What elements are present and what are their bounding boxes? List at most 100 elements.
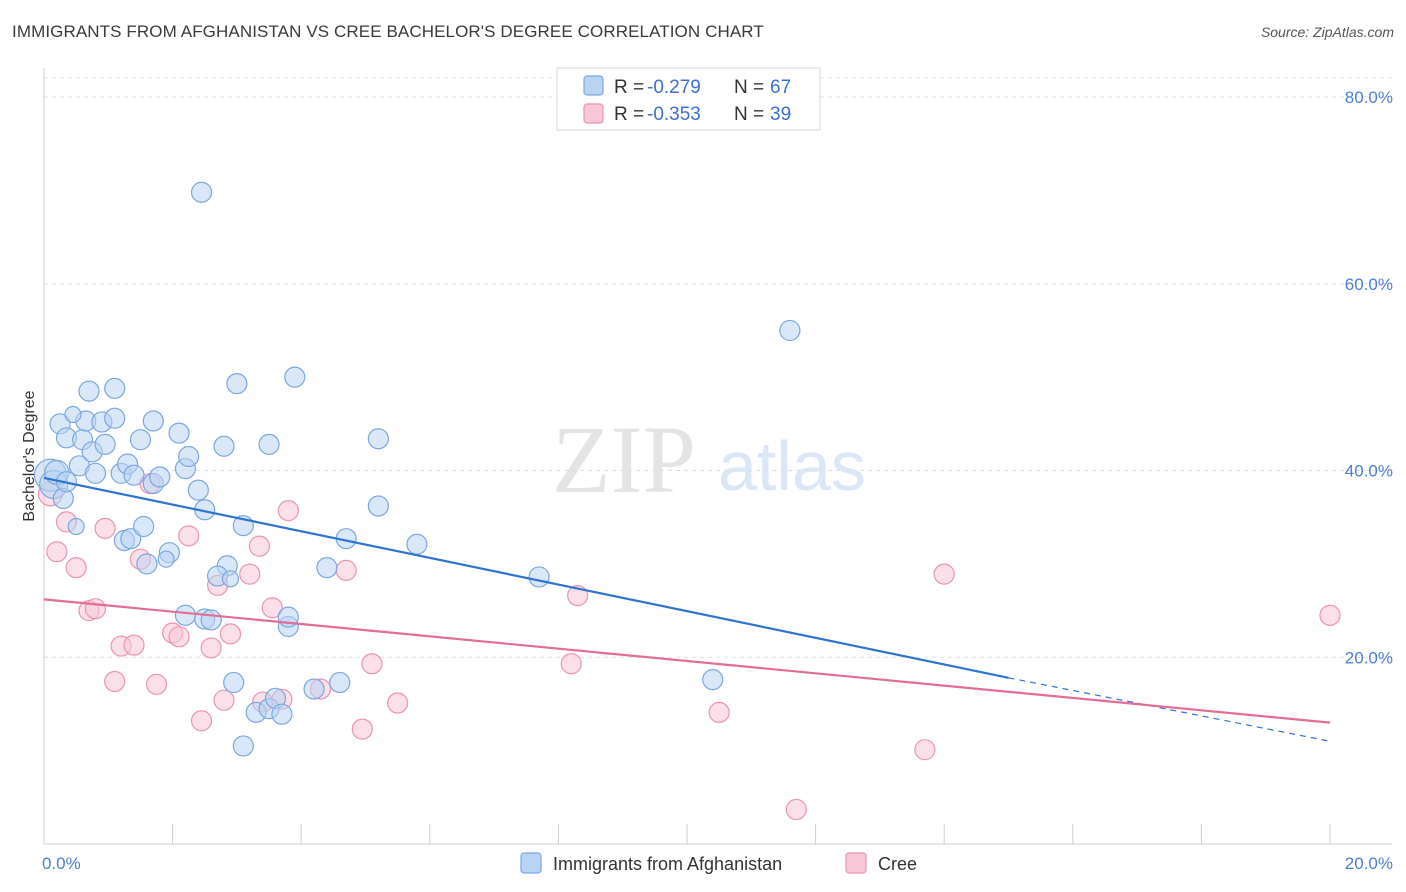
afghanistan-point-16 <box>104 377 126 399</box>
cree-point-28 <box>335 559 357 582</box>
cree-point-7 <box>104 670 126 693</box>
afghanistan-point-31 <box>178 445 200 468</box>
afghanistan-point-51 <box>284 366 306 388</box>
afghanistan-point-24 <box>136 553 158 575</box>
legend-r-value-0: -0.279 <box>647 77 701 98</box>
afghanistan-point-58 <box>406 533 428 555</box>
afghanistan-point-56 <box>367 428 389 450</box>
legend-r-label-0: R = <box>614 77 644 98</box>
legend-n-value-1: 39 <box>770 104 791 125</box>
afghanistan-point-48 <box>271 703 293 725</box>
afghanistan-trend-extension <box>1008 677 1331 742</box>
cree-point-19 <box>213 689 235 711</box>
afghanistan-point-53 <box>316 557 338 579</box>
afghanistan-point-61 <box>779 319 801 342</box>
cree-point-30 <box>361 653 383 675</box>
afghanistan-point-54 <box>329 671 351 694</box>
afghanistan-point-63 <box>157 550 175 568</box>
trend-lines <box>43 476 1331 742</box>
watermark-atlas: atlas <box>718 427 866 505</box>
afghanistan-points <box>33 181 801 757</box>
x-tick-label-0: 0.0% <box>42 854 81 873</box>
cree-point-15 <box>178 525 200 547</box>
cree-point-12 <box>145 673 168 695</box>
legend-n-label-1: N = <box>734 104 764 125</box>
legend-swatch-pink <box>583 103 604 124</box>
legend-n-value-0: 67 <box>770 77 791 98</box>
cree-point-35 <box>785 798 807 821</box>
afghanistan-point-60 <box>702 669 724 691</box>
bottom-legend: Immigrants from Afghanistan Cree <box>520 852 917 874</box>
watermark-zip: ZIP <box>552 406 696 513</box>
y-tick-label-3: 80.0% <box>1345 88 1393 107</box>
legend-r-label-1: R = <box>614 104 644 125</box>
cree-point-22 <box>248 535 271 557</box>
afghanistan-point-36 <box>200 609 222 631</box>
cree-point-36 <box>914 739 936 761</box>
cree-point-32 <box>560 653 582 675</box>
afghanistan-point-62 <box>64 405 82 424</box>
afghanistan-point-59 <box>528 566 550 588</box>
legend-swatch-blue <box>583 75 604 96</box>
afghanistan-point-43 <box>232 735 254 757</box>
cree-point-17 <box>200 637 222 659</box>
cree-point-31 <box>387 692 409 714</box>
axes <box>43 68 1392 845</box>
x-tick-labels: 0.0% 20.0% <box>42 854 1393 873</box>
afghanistan-point-19 <box>123 464 145 486</box>
cree-point-1 <box>46 541 68 563</box>
cree-point-21 <box>239 563 261 585</box>
afghanistan-point-15 <box>104 407 126 429</box>
bottom-legend-label-1: Cree <box>878 854 917 874</box>
cree-point-9 <box>123 634 145 656</box>
cree-point-29 <box>351 718 373 740</box>
cree-point-38 <box>1319 604 1341 626</box>
cree-point-3 <box>65 557 87 579</box>
y-tick-label-2: 60.0% <box>1345 275 1393 294</box>
afghanistan-trend-line <box>43 476 1009 679</box>
afghanistan-point-46 <box>258 433 280 455</box>
chart-source: Source: ZipAtlas.com <box>1260 24 1394 40</box>
chart-title: IMMIGRANTS FROM AFGHANISTAN VS CREE BACH… <box>12 22 764 41</box>
cree-point-37 <box>933 563 955 585</box>
y-tick-label-0: 20.0% <box>1345 648 1393 667</box>
afghanistan-point-41 <box>226 373 248 395</box>
afghanistan-point-40 <box>223 671 245 694</box>
afghanistan-point-11 <box>84 462 107 484</box>
afghanistan-point-22 <box>120 528 142 550</box>
afghanistan-point-25 <box>142 410 164 432</box>
cree-point-14 <box>168 626 190 648</box>
y-axis-title: Bachelor's Degree <box>21 390 38 521</box>
cree-point-34 <box>708 701 730 723</box>
top-legend: R = -0.279 N = 67 R = -0.353 N = 39 <box>556 67 821 131</box>
bottom-legend-label-0: Immigrants from Afghanistan <box>553 854 782 874</box>
afghanistan-point-27 <box>149 466 171 488</box>
legend-n-label-0: N = <box>734 77 764 98</box>
afghanistan-point-20 <box>129 429 152 451</box>
bottom-legend-swatch-blue <box>520 852 542 874</box>
afghanistan-point-37 <box>213 435 235 457</box>
y-tick-label-1: 40.0% <box>1345 462 1393 481</box>
cree-trend-line <box>43 598 1331 724</box>
y-tick-labels: 20.0% 40.0% 60.0% 80.0% <box>1345 88 1393 667</box>
bottom-legend-swatch-pink <box>845 852 867 874</box>
cree-point-6 <box>94 517 116 539</box>
afghanistan-point-65 <box>67 517 85 536</box>
cree-point-16 <box>190 710 213 732</box>
afghanistan-point-29 <box>168 422 190 444</box>
afghanistan-point-32 <box>174 604 197 626</box>
afghanistan-point-64 <box>221 570 240 588</box>
afghanistan-point-14 <box>94 433 116 455</box>
afghanistan-point-52 <box>303 678 325 700</box>
afghanistan-point-33 <box>187 479 209 501</box>
x-tick-label-1: 20.0% <box>1345 854 1393 873</box>
afghanistan-point-57 <box>367 495 389 517</box>
legend-r-value-1: -0.353 <box>647 104 701 125</box>
cree-point-26 <box>277 500 299 522</box>
afghanistan-point-23 <box>133 515 155 538</box>
afghanistan-point-12 <box>78 380 100 402</box>
cree-point-24 <box>261 597 283 619</box>
watermark: ZIP atlas <box>552 406 866 513</box>
cree-point-20 <box>219 623 242 645</box>
